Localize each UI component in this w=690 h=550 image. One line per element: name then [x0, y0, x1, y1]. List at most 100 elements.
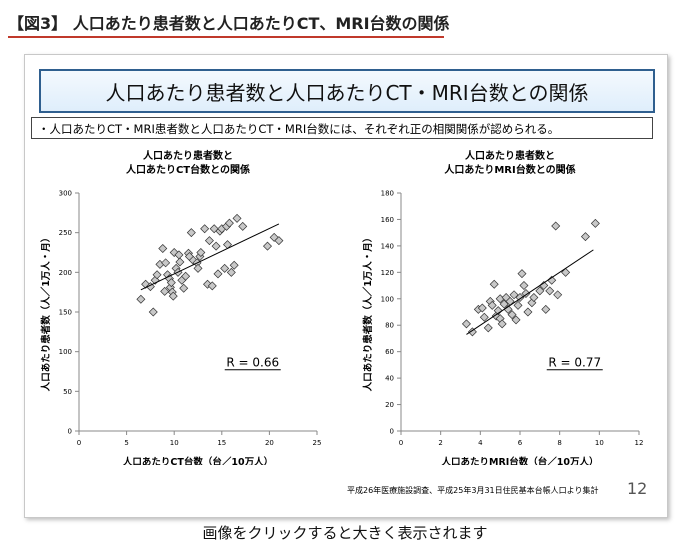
slide-subhead: ・人口あたりCT・MRI患者数と人口あたりCT・MRI台数には、それぞれ正の相関…	[31, 117, 653, 139]
data-point	[152, 270, 162, 280]
data-point	[158, 244, 168, 254]
x-tick-label: 8	[557, 439, 561, 447]
data-point	[160, 286, 170, 296]
chart-title-line: 人口あたりMRI台数との関係	[444, 163, 575, 176]
y-tick-label: 80	[385, 322, 394, 330]
slide-image[interactable]: 人口あたり患者数と人口あたりCT・MRI台数との関係 ・人口あたりCT・MRI患…	[24, 54, 668, 518]
y-tick-label: 100	[381, 295, 394, 303]
x-tick-label: 15	[217, 439, 226, 447]
data-point	[213, 269, 223, 279]
data-point	[553, 290, 563, 300]
data-point	[590, 218, 600, 228]
data-point	[211, 241, 221, 251]
correlation-annotation: R = 0.66	[226, 356, 279, 370]
data-point	[535, 286, 545, 296]
data-point	[517, 269, 527, 279]
y-tick-label: 60	[385, 348, 394, 356]
data-point	[193, 263, 203, 273]
data-point	[207, 281, 217, 291]
chart-title-line: 人口あたり患者数と	[465, 149, 555, 162]
data-point	[166, 278, 176, 288]
y-axis-label: 人口あたり患者数（人／1万人・月）	[362, 233, 374, 392]
y-tick-label: 150	[59, 309, 72, 317]
data-point	[489, 279, 499, 289]
y-tick-label: 0	[390, 428, 394, 436]
x-tick-label: 0	[77, 439, 81, 447]
x-tick-label: 20	[265, 439, 274, 447]
data-point	[226, 267, 236, 277]
x-axis-label: 人口あたりMRI台数（台／10万人）	[441, 456, 598, 465]
x-tick-label: 10	[595, 439, 604, 447]
trend-line	[140, 223, 280, 291]
data-point	[204, 236, 214, 246]
data-point	[523, 307, 533, 317]
x-axis-label: 人口あたりCT台数（台／10万人）	[123, 456, 273, 465]
data-point	[136, 294, 146, 304]
data-point	[220, 263, 230, 273]
data-point	[513, 300, 523, 310]
data-point	[175, 257, 185, 267]
data-point	[263, 241, 272, 251]
y-tick-label: 200	[59, 269, 72, 277]
data-point	[511, 315, 521, 325]
data-point	[497, 319, 507, 329]
y-tick-label: 250	[59, 229, 72, 237]
data-point	[479, 312, 489, 322]
data-point	[229, 260, 239, 270]
data-point	[148, 307, 158, 317]
data-point	[529, 292, 539, 302]
data-point	[461, 319, 471, 329]
data-point	[477, 303, 487, 313]
y-axis-label: 人口あたり患者数（人／1万人・月）	[40, 233, 52, 392]
data-point	[551, 221, 561, 231]
correlation-annotation: R = 0.77	[548, 356, 601, 370]
x-tick-label: 12	[635, 439, 644, 447]
y-tick-label: 20	[385, 401, 394, 409]
data-point	[161, 258, 171, 268]
data-point	[483, 323, 493, 333]
y-tick-label: 180	[381, 190, 394, 198]
data-point	[521, 288, 531, 298]
data-point	[238, 221, 248, 231]
y-tick-label: 120	[381, 269, 394, 277]
y-tick-label: 0	[68, 428, 72, 436]
data-point	[580, 232, 590, 242]
page-number: 12	[627, 479, 648, 498]
data-point	[519, 281, 529, 291]
data-point	[179, 283, 189, 293]
trend-line	[466, 249, 594, 335]
data-point	[515, 292, 525, 302]
enlarge-caption[interactable]: 画像をクリックすると大きく表示されます	[202, 524, 488, 542]
x-tick-label: 25	[313, 439, 322, 447]
y-tick-label: 140	[381, 242, 394, 250]
x-tick-label: 4	[478, 439, 483, 447]
data-point	[487, 300, 497, 310]
chart-title-line: 人口あたり患者数と	[143, 149, 233, 162]
data-point	[181, 271, 191, 281]
x-tick-label: 6	[518, 439, 523, 447]
data-point	[507, 310, 517, 320]
data-point	[224, 218, 234, 228]
x-tick-label: 2	[438, 439, 442, 447]
data-point	[232, 213, 242, 223]
slide-banner-title: 人口あたり患者数と人口あたりCT・MRI台数との関係	[39, 69, 655, 113]
y-tick-label: 300	[59, 190, 72, 198]
y-tick-label: 40	[385, 375, 394, 383]
data-point	[509, 290, 519, 300]
y-tick-label: 50	[63, 388, 72, 396]
y-tick-label: 100	[59, 348, 72, 356]
title-underline	[8, 36, 444, 38]
data-point	[274, 236, 284, 246]
y-tick-label: 160	[381, 216, 394, 224]
data-point	[196, 248, 206, 257]
x-tick-label: 0	[399, 439, 403, 447]
data-point	[545, 286, 555, 296]
data-point	[561, 267, 571, 277]
data-point	[499, 299, 509, 309]
figure-title: 【図3】 人口あたり患者数と人口あたりCT、MRI台数の関係	[8, 14, 450, 33]
x-tick-label: 10	[170, 439, 179, 447]
data-point	[493, 306, 503, 316]
data-point	[467, 327, 477, 337]
